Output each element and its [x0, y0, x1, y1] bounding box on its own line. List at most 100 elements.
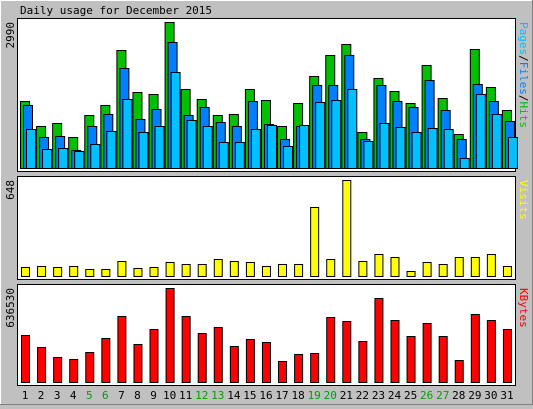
x-tick-label-day-16: 16: [259, 389, 272, 402]
bar-kbytes-kbytes-day-24: [390, 320, 400, 383]
bar-hits-files-pages-pages-day-31: [507, 137, 518, 169]
x-tick-label-day-9: 9: [150, 389, 157, 402]
bar-hits-files-pages-pages-day-15: [250, 129, 261, 169]
x-tick-label-day-27: 27: [436, 389, 449, 402]
bar-hits-files-pages-pages-day-1: [26, 129, 36, 169]
bar-kbytes-kbytes-day-20: [326, 317, 336, 383]
bar-kbytes-kbytes-day-5: [85, 352, 95, 383]
x-tick-label-day-22: 22: [356, 389, 369, 402]
bar-hits-files-pages-pages-day-7: [122, 99, 133, 169]
panel-visits: 648 Visits: [4, 176, 530, 280]
bar-visits-visits-day-22: [358, 261, 368, 277]
bar-visits-visits-day-28: [454, 257, 464, 277]
bar-kbytes-kbytes-day-29: [470, 314, 480, 383]
x-tick-label-day-29: 29: [468, 389, 481, 402]
bar-hits-files-pages-pages-day-23: [379, 123, 390, 169]
bar-hits-files-pages-pages-day-16: [266, 125, 277, 169]
bar-visits-visits-day-14: [229, 261, 239, 277]
bar-kbytes-kbytes-day-4: [69, 359, 79, 383]
bar-visits-visits-day-16: [261, 266, 271, 277]
bar-visits-visits-day-19: [310, 207, 320, 277]
bar-visits-visits-day-17: [278, 264, 288, 277]
x-tick-label-day-24: 24: [388, 389, 402, 402]
bar-visits-visits-day-23: [374, 254, 384, 277]
x-tick-label-day-1: 1: [22, 389, 29, 402]
x-tick-label-day-26: 26: [420, 389, 433, 402]
bar-visits-visits-day-3: [53, 267, 63, 277]
bar-kbytes-kbytes-day-21: [342, 321, 352, 383]
panel-frame-kbytes: [17, 284, 516, 386]
x-tick-label-day-12: 12: [195, 389, 208, 402]
bar-hits-files-pages-pages-day-19: [315, 102, 326, 169]
bar-hits-files-pages-pages-day-14: [234, 142, 245, 169]
bar-visits-visits-day-13: [213, 259, 223, 277]
bar-kbytes-kbytes-day-10: [165, 288, 175, 383]
bar-kbytes-kbytes-day-7: [117, 316, 127, 383]
bar-kbytes-kbytes-day-22: [358, 341, 368, 383]
x-tick-label-day-23: 23: [372, 389, 385, 402]
bar-visits-visits-day-24: [390, 257, 400, 277]
bar-visits-visits-day-1: [21, 267, 30, 277]
bar-hits-files-pages-pages-day-24: [395, 127, 406, 169]
x-tick-label-day-25: 25: [404, 389, 417, 402]
bar-hits-files-pages-pages-day-9: [154, 126, 165, 169]
legend-item-hits-files-pages-4: Hits: [517, 102, 530, 129]
bar-kbytes-kbytes-day-13: [213, 327, 223, 383]
x-tick-label-day-30: 30: [484, 389, 497, 402]
bar-hits-files-pages-pages-day-4: [74, 151, 85, 169]
bar-visits-visits-day-15: [245, 262, 255, 277]
y-max-label-kbytes: 636530: [4, 288, 17, 328]
bar-hits-files-pages-pages-day-20: [331, 100, 342, 169]
bar-kbytes-kbytes-day-8: [133, 344, 143, 383]
x-tick-label-day-6: 6: [102, 389, 109, 402]
bar-visits-visits-day-20: [326, 259, 336, 277]
bar-visits-visits-day-21: [342, 180, 352, 277]
x-tick-label-day-13: 13: [211, 389, 224, 402]
bar-visits-visits-day-8: [133, 268, 143, 277]
bar-kbytes-kbytes-day-26: [422, 323, 432, 383]
bar-hits-files-pages-pages-day-10: [170, 72, 181, 169]
x-tick-label-day-10: 10: [163, 389, 176, 402]
bar-hits-files-pages-pages-day-29: [475, 94, 486, 169]
x-axis-labels: 1 2 3 4 5 6 7 8 9 10 11 12 13 14 15 16 17 18 19 20 21 22 23 24 2…: [22, 389, 514, 402]
bar-kbytes-kbytes-day-9: [149, 329, 159, 383]
bar-visits-visits-day-10: [165, 262, 175, 277]
bar-kbytes-kbytes-day-25: [406, 336, 416, 383]
bar-kbytes-kbytes-day-16: [261, 342, 271, 383]
y-max-label-visits: 648: [4, 180, 17, 200]
bar-kbytes-kbytes-day-6: [101, 338, 111, 383]
x-tick-label-day-17: 17: [275, 389, 288, 402]
bar-kbytes-kbytes-day-1: [21, 335, 30, 383]
bar-kbytes-kbytes-day-28: [454, 360, 464, 383]
legend-kbytes: KBytes: [517, 288, 530, 328]
bar-visits-visits-day-25: [406, 271, 416, 277]
x-tick-label-day-2: 2: [38, 389, 45, 402]
legend-item-kbytes-0: KBytes: [517, 288, 530, 328]
legend-visits: Visits: [517, 180, 530, 220]
bar-hits-files-pages-pages-day-3: [58, 148, 69, 169]
legend-item-hits-files-pages-1: /: [517, 55, 530, 62]
bar-visits-visits-day-2: [37, 266, 47, 277]
legend-item-hits-files-pages-3: /: [517, 95, 530, 102]
bar-hits-files-pages-pages-day-18: [299, 125, 310, 169]
bar-visits-visits-day-12: [197, 264, 207, 277]
x-tick-label-day-15: 15: [243, 389, 256, 402]
x-tick-label-day-20: 20: [324, 389, 337, 402]
legend-item-hits-files-pages-2: Files: [517, 62, 530, 95]
x-tick-label-day-31: 31: [500, 389, 513, 402]
x-tick-label-day-18: 18: [292, 389, 305, 402]
bar-hits-files-pages-pages-day-5: [90, 144, 101, 169]
bar-visits-visits-day-26: [422, 262, 432, 277]
bar-hits-files-pages-pages-day-27: [443, 129, 454, 169]
bar-visits-visits-day-31: [502, 266, 512, 277]
bar-kbytes-kbytes-day-3: [53, 357, 63, 383]
bar-visits-visits-day-9: [149, 267, 159, 277]
bar-visits-visits-day-18: [294, 264, 304, 277]
x-tick-label-day-3: 3: [54, 389, 61, 402]
bar-hits-files-pages-pages-day-22: [363, 141, 374, 169]
x-tick-label-day-4: 4: [70, 389, 77, 402]
bar-kbytes-kbytes-day-11: [181, 316, 191, 383]
bar-kbytes-kbytes-day-15: [245, 339, 255, 383]
bar-kbytes-kbytes-day-27: [438, 336, 448, 383]
